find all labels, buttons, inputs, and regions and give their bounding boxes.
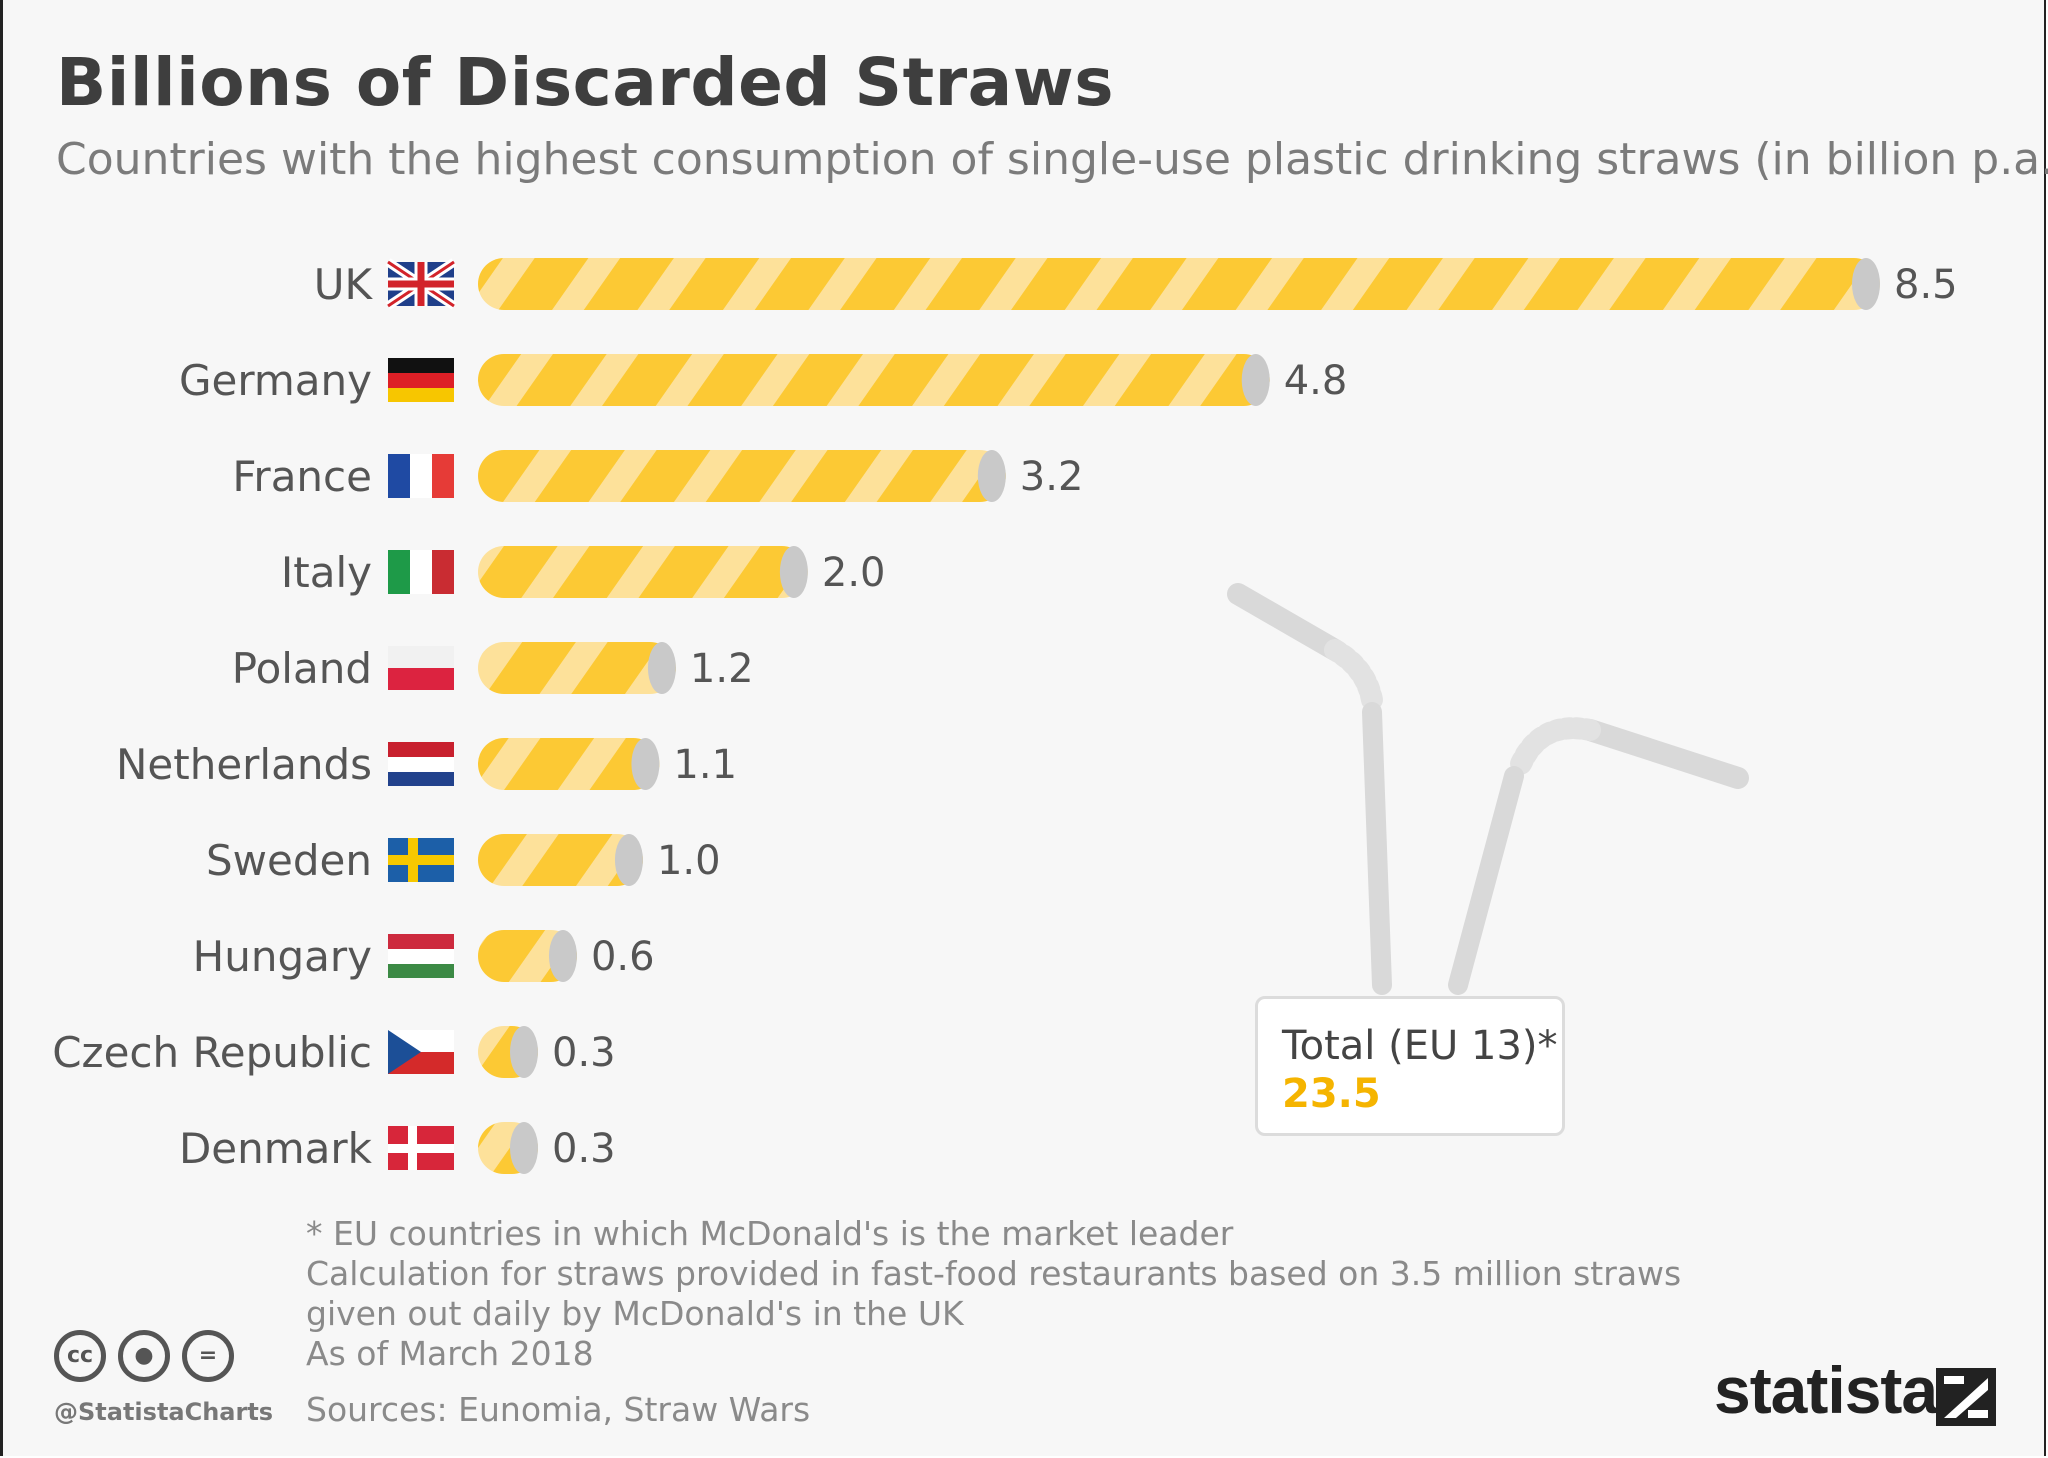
bar-uk — [478, 258, 1880, 310]
sources-text: Sources: Eunomia, Straw Wars — [306, 1390, 811, 1429]
attribution-icon: ● — [118, 1330, 170, 1382]
hungary-flag-icon — [388, 934, 454, 978]
value-label: 1.2 — [690, 646, 754, 692]
category-label: Netherlands — [116, 740, 372, 789]
category-label: Italy — [281, 548, 372, 597]
value-label: 0.3 — [552, 1030, 616, 1076]
category-label: UK — [314, 260, 374, 309]
category-label: Poland — [232, 644, 372, 693]
footnote-line-3: given out daily by McDonald's in the UK — [306, 1294, 964, 1333]
bar-body — [478, 834, 643, 886]
statista-logo-icon — [1936, 1368, 1996, 1426]
bar-body — [478, 738, 660, 790]
italy-flag-icon — [388, 550, 454, 594]
czech-flag-icon — [388, 1030, 454, 1074]
bar-end-cap — [631, 738, 660, 790]
bar-italy — [478, 546, 808, 598]
chart-subtitle: Countries with the highest consumption o… — [56, 134, 2048, 185]
uk-flag-icon — [385, 258, 457, 310]
bar-body — [478, 642, 676, 694]
total-value: 23.5 — [1282, 1071, 1381, 1117]
category-label: Sweden — [206, 836, 372, 885]
germany-flag-icon — [388, 358, 454, 402]
france-flag-icon — [388, 454, 454, 498]
bar-end-cap — [779, 546, 808, 598]
value-label: 8.5 — [1894, 262, 1958, 308]
bar-denmark — [478, 1122, 538, 1174]
category-label: Denmark — [179, 1124, 373, 1173]
category-label: France — [232, 452, 372, 501]
bar-end-cap — [977, 450, 1006, 502]
denmark-flag-icon — [388, 1126, 454, 1170]
creative-commons-icon: cc — [54, 1330, 106, 1382]
bar-end-cap — [614, 834, 643, 886]
value-label: 0.6 — [591, 934, 655, 980]
bar-germany — [478, 354, 1270, 406]
poland-flag-icon — [388, 646, 454, 690]
footnote-line-2: Calculation for straws provided in fast-… — [306, 1254, 1682, 1293]
bar-body — [478, 354, 1270, 406]
bar-end-cap — [510, 1026, 538, 1078]
value-label: 0.3 — [552, 1126, 616, 1172]
bar-end-cap — [1852, 258, 1880, 310]
value-label: 4.8 — [1284, 358, 1348, 404]
category-label: Germany — [179, 356, 372, 405]
bar-end-cap — [1241, 354, 1270, 406]
sweden-flag-icon — [388, 838, 454, 882]
netherlands-flag-icon — [388, 742, 454, 786]
bar-france — [478, 450, 1006, 502]
category-label: Czech Republic — [52, 1028, 372, 1077]
total-callout: Total (EU 13)* 23.5 — [1255, 996, 1565, 1136]
no-derivatives-icon: = — [182, 1330, 234, 1382]
bar-end-cap — [510, 1122, 538, 1174]
footnote-line-4: As of March 2018 — [306, 1334, 594, 1373]
bar-end-cap — [647, 642, 676, 694]
bar-body — [478, 258, 1880, 310]
value-label: 1.0 — [657, 838, 721, 884]
value-label: 2.0 — [822, 550, 886, 596]
bar-hungary — [478, 930, 577, 982]
bar-body — [478, 546, 808, 598]
bent-straws-illustration — [1227, 583, 1749, 995]
bar-end-cap — [548, 930, 577, 982]
value-label: 3.2 — [1020, 454, 1084, 500]
bars-layer: UK 8.5 Germany 4.8 France 3.2 Italy 2.0 Poland 1.… — [52, 258, 1958, 1174]
chart-title: Billions of Discarded Straws — [56, 44, 1114, 121]
social-handle: @StatistaCharts — [54, 1398, 274, 1426]
license-icons: cc ● = — [54, 1330, 246, 1382]
statista-logo-text: statista — [1714, 1353, 1938, 1427]
value-label: 1.1 — [673, 742, 737, 788]
bar-poland — [478, 642, 676, 694]
footnote-line-1: * EU countries in which McDonald's is th… — [306, 1214, 1234, 1253]
bar-body — [478, 450, 1006, 502]
bar-netherlands — [478, 738, 660, 790]
bar-czech-republic — [478, 1026, 538, 1078]
category-label: Hungary — [193, 932, 372, 981]
total-label: Total (EU 13)* — [1282, 1023, 1558, 1069]
bar-sweden — [478, 834, 643, 886]
